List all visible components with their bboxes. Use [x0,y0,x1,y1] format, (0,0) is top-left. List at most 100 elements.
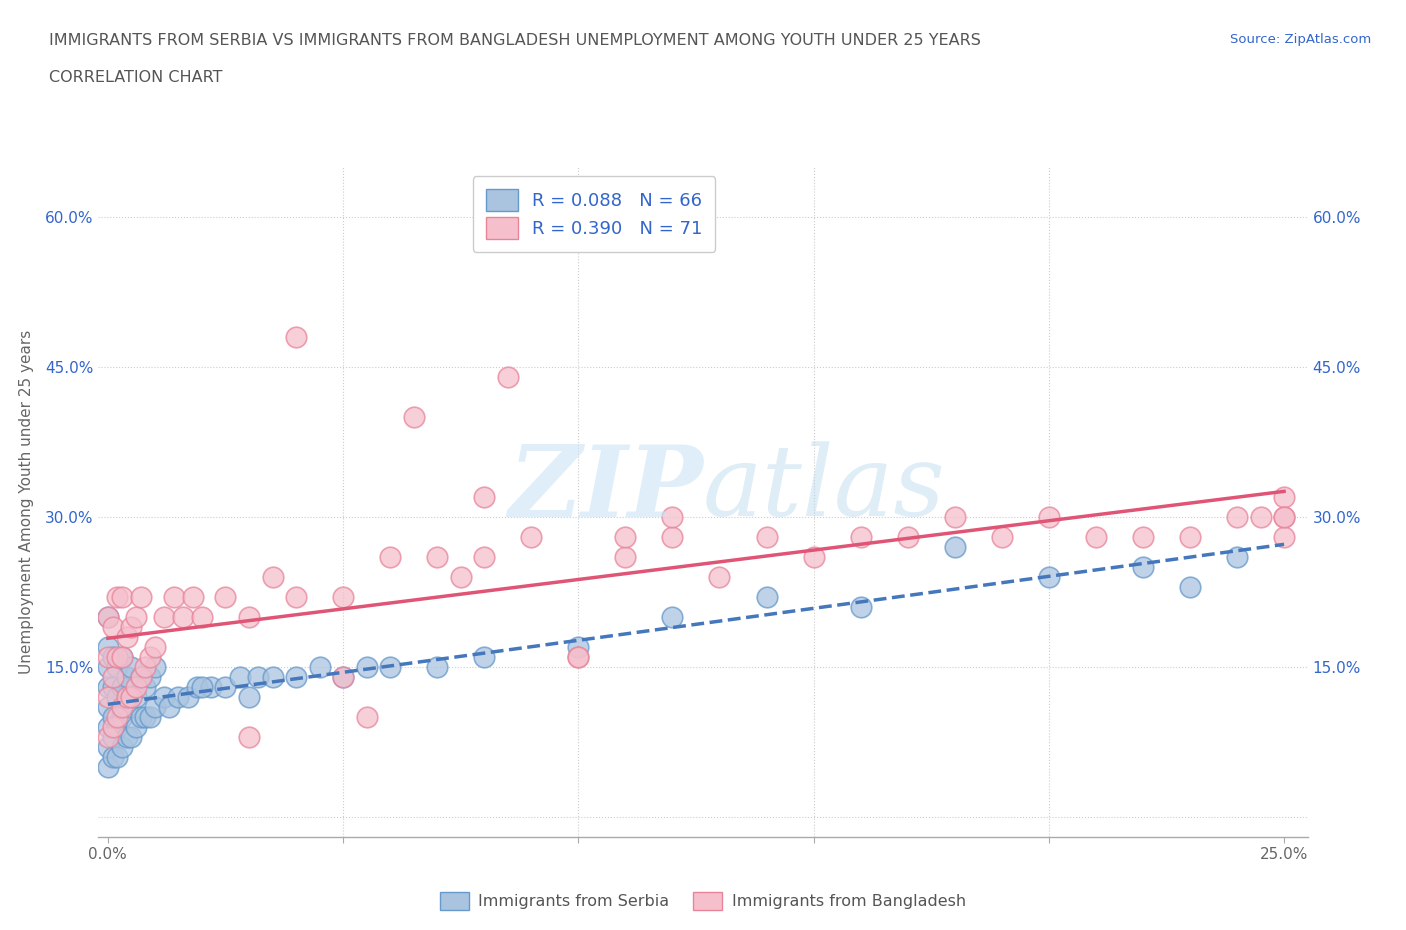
Point [120,690,142,705]
Point [129,710,152,724]
Point [472,550,495,565]
Text: CORRELATION CHART: CORRELATION CHART [49,70,222,85]
Point [214,590,236,604]
Point [111,650,134,665]
Point [105,690,128,705]
Point [120,730,142,745]
Point [567,650,589,665]
Point [943,539,966,554]
Point [262,670,284,684]
Point [97,699,120,714]
Point [153,610,176,625]
Point [426,659,449,674]
Y-axis label: Unemployment Among Youth under 25 years: Unemployment Among Youth under 25 years [18,330,34,674]
Point [105,650,128,665]
Point [472,650,495,665]
Point [97,680,120,695]
Point [125,680,148,695]
Point [134,710,156,724]
Point [115,699,138,714]
Point [111,680,134,695]
Point [1272,510,1295,525]
Point [111,710,134,724]
Point [567,650,589,665]
Point [101,680,124,695]
Point [426,550,449,565]
Point [105,710,128,724]
Point [496,370,519,385]
Point [191,610,214,625]
Point [134,659,156,674]
Point [238,690,260,705]
Point [129,670,152,684]
Point [661,510,683,525]
Point [200,680,222,695]
Point [120,619,142,634]
Point [111,739,134,754]
Point [101,720,124,735]
Point [897,530,920,545]
Point [614,530,637,545]
Point [101,670,124,684]
Point [157,699,180,714]
Point [238,610,260,625]
Point [101,619,124,634]
Point [101,730,124,745]
Point [402,410,425,425]
Point [1038,510,1060,525]
Point [285,330,308,345]
Point [97,739,120,754]
Point [472,490,495,505]
Point [849,600,872,615]
Point [143,659,166,674]
Point [129,670,152,684]
Point [186,680,208,695]
Point [177,690,200,705]
Point [378,550,401,565]
Point [709,570,731,585]
Point [115,690,138,705]
Point [111,699,134,714]
Point [97,690,120,705]
Point [125,690,148,705]
Point [1226,510,1249,525]
Point [134,680,156,695]
Point [238,730,260,745]
Point [378,659,401,674]
Point [172,610,194,625]
Point [120,690,142,705]
Point [101,710,124,724]
Point [120,659,142,674]
Point [139,710,162,724]
Point [356,659,378,674]
Point [567,640,589,655]
Point [755,530,778,545]
Point [214,680,236,695]
Point [450,570,472,585]
Point [125,610,148,625]
Point [181,590,204,604]
Point [1132,560,1154,575]
Point [115,670,138,684]
Point [1272,490,1295,505]
Point [153,690,176,705]
Legend: Immigrants from Serbia, Immigrants from Bangladesh: Immigrants from Serbia, Immigrants from … [433,886,973,916]
Point [97,720,120,735]
Point [101,750,124,764]
Point [129,590,152,604]
Point [111,650,134,665]
Point [97,730,120,745]
Point [943,510,966,525]
Point [97,640,120,655]
Point [520,530,543,545]
Point [661,530,683,545]
Point [139,670,162,684]
Point [228,670,250,684]
Point [105,590,128,604]
Point [105,750,128,764]
Point [111,590,134,604]
Point [661,610,683,625]
Point [163,590,186,604]
Point [115,630,138,644]
Text: Source: ZipAtlas.com: Source: ZipAtlas.com [1230,33,1371,46]
